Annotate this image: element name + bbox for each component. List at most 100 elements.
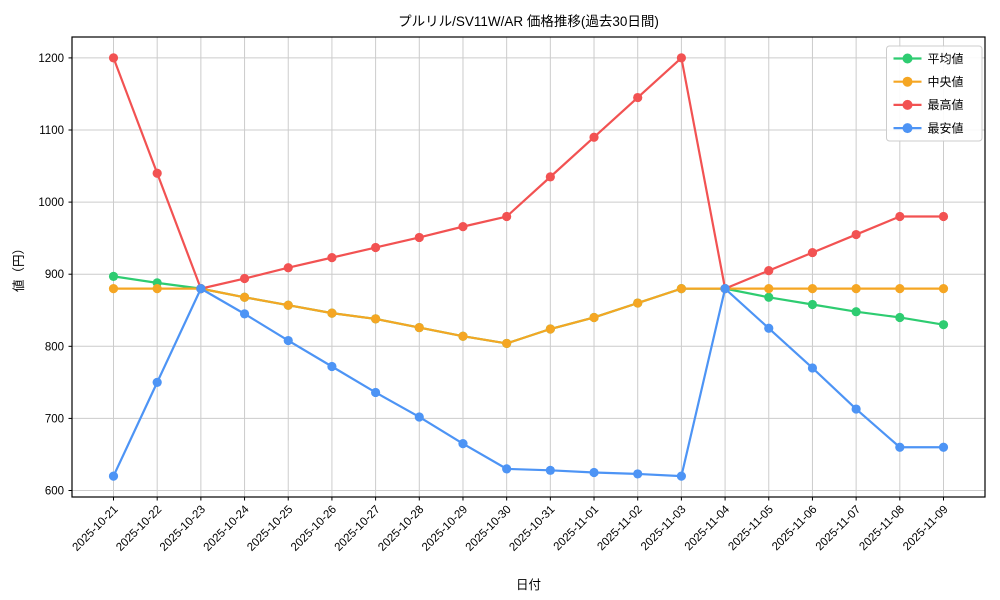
x-tick-label: 2025-10-31 xyxy=(507,504,557,554)
series-point-1 xyxy=(502,338,512,349)
series-point-2 xyxy=(108,53,119,63)
series-point-2 xyxy=(152,168,162,178)
series-point-3 xyxy=(589,467,599,478)
series-point-3 xyxy=(371,387,381,398)
series-point-1 xyxy=(851,284,861,294)
series-point-0 xyxy=(938,320,949,330)
legend-marker-dot-0 xyxy=(902,53,913,64)
series-point-0 xyxy=(807,299,818,310)
y-tick-label: 600 xyxy=(45,486,64,498)
series-line-2 xyxy=(112,56,945,290)
legend-label-2: 最高値 xyxy=(928,97,964,112)
series-point-3 xyxy=(764,323,774,333)
series-point-3 xyxy=(283,335,293,346)
x-tick-label: 2025-10-30 xyxy=(464,504,514,554)
series-point-3 xyxy=(327,361,337,372)
series-point-3 xyxy=(633,469,643,479)
y-tick-label: 1100 xyxy=(39,125,64,137)
legend-box xyxy=(886,45,983,142)
series-point-3 xyxy=(152,377,162,387)
series-point-1 xyxy=(676,284,686,294)
x-tick-label: 2025-10-23 xyxy=(158,504,208,554)
series-point-3 xyxy=(851,404,861,414)
series-point-2 xyxy=(676,53,686,63)
series-point-2 xyxy=(807,247,818,258)
x-tick-label: 2025-10-26 xyxy=(289,504,339,554)
x-tick-label: 2025-10-21 xyxy=(71,504,121,554)
series-point-3 xyxy=(239,309,250,319)
series-point-1 xyxy=(938,284,949,294)
x-tick-label: 2025-10-27 xyxy=(333,504,383,554)
series-point-1 xyxy=(458,331,468,341)
x-tick-label: 2025-10-24 xyxy=(202,503,253,554)
series-point-1 xyxy=(283,300,293,310)
x-tick-label: 2025-11-07 xyxy=(814,504,863,553)
series-line-3 xyxy=(112,287,945,478)
series-point-3 xyxy=(414,412,424,422)
series-point-2 xyxy=(895,211,905,222)
y-tick-label: 1200 xyxy=(38,53,64,65)
series-point-2 xyxy=(545,172,555,182)
chart-title: プルリル/SV11W/AR 価格推移(過去30日間) xyxy=(398,14,659,29)
series-point-3 xyxy=(938,442,949,452)
x-tick-label: 2025-11-04 xyxy=(683,503,733,553)
x-tick-label: 2025-10-29 xyxy=(420,504,470,554)
y-tick-label: 1000 xyxy=(38,197,64,209)
y-tick-label: 900 xyxy=(45,269,64,281)
series-point-2 xyxy=(764,266,774,276)
series-point-2 xyxy=(589,132,599,142)
series-point-2 xyxy=(633,92,643,103)
series-point-0 xyxy=(764,292,774,302)
series-point-2 xyxy=(502,211,512,222)
x-tick-label: 2025-11-03 xyxy=(639,504,688,553)
series-point-3 xyxy=(676,471,686,481)
series-point-1 xyxy=(633,298,643,308)
series-point-1 xyxy=(327,308,337,318)
x-tick-label: 2025-11-09 xyxy=(901,504,950,553)
x-tick-label: 2025-11-05 xyxy=(726,504,775,553)
series-point-1 xyxy=(895,284,905,294)
y-tick-label: 800 xyxy=(45,341,64,353)
series-point-0 xyxy=(851,307,861,317)
series-point-2 xyxy=(371,242,381,253)
series-point-3 xyxy=(545,465,555,475)
legend-marker-dot-1 xyxy=(902,76,913,87)
series-point-1 xyxy=(108,284,119,294)
legend-marker-dot-3 xyxy=(902,123,913,134)
legend-marker-dot-2 xyxy=(902,99,913,110)
x-tick-label: 2025-11-01 xyxy=(552,504,601,553)
series-point-3 xyxy=(458,439,468,449)
series-point-2 xyxy=(327,253,337,263)
series-point-1 xyxy=(371,314,381,324)
x-tick-label: 2025-11-06 xyxy=(770,504,819,553)
series-point-3 xyxy=(196,284,206,294)
y-tick-label: 700 xyxy=(45,413,64,425)
series-point-3 xyxy=(720,284,730,294)
series-point-2 xyxy=(458,222,468,232)
series-point-3 xyxy=(807,363,818,373)
series-point-3 xyxy=(895,442,905,452)
series-point-1 xyxy=(152,284,162,294)
legend-label-0: 平均値 xyxy=(928,51,964,66)
series-point-1 xyxy=(589,312,599,323)
series-line-1 xyxy=(112,287,945,345)
series-point-3 xyxy=(108,471,119,481)
x-tick-label: 2025-10-22 xyxy=(114,504,164,554)
series-point-2 xyxy=(851,229,861,240)
series-point-1 xyxy=(414,322,424,333)
series-point-0 xyxy=(895,312,905,323)
series-point-1 xyxy=(239,292,250,302)
x-tick-label: 2025-10-25 xyxy=(245,504,295,554)
series-point-3 xyxy=(502,464,512,474)
plot-frame xyxy=(71,36,986,498)
series-point-1 xyxy=(545,324,555,334)
series-point-0 xyxy=(108,271,119,281)
legend-label-3: 最安値 xyxy=(928,120,964,135)
series-point-1 xyxy=(764,284,774,294)
x-tick-label: 2025-11-02 xyxy=(595,504,644,553)
x-tick-label: 2025-11-08 xyxy=(857,504,906,553)
x-axis-label: 日付 xyxy=(515,578,541,592)
series-point-2 xyxy=(283,263,293,273)
